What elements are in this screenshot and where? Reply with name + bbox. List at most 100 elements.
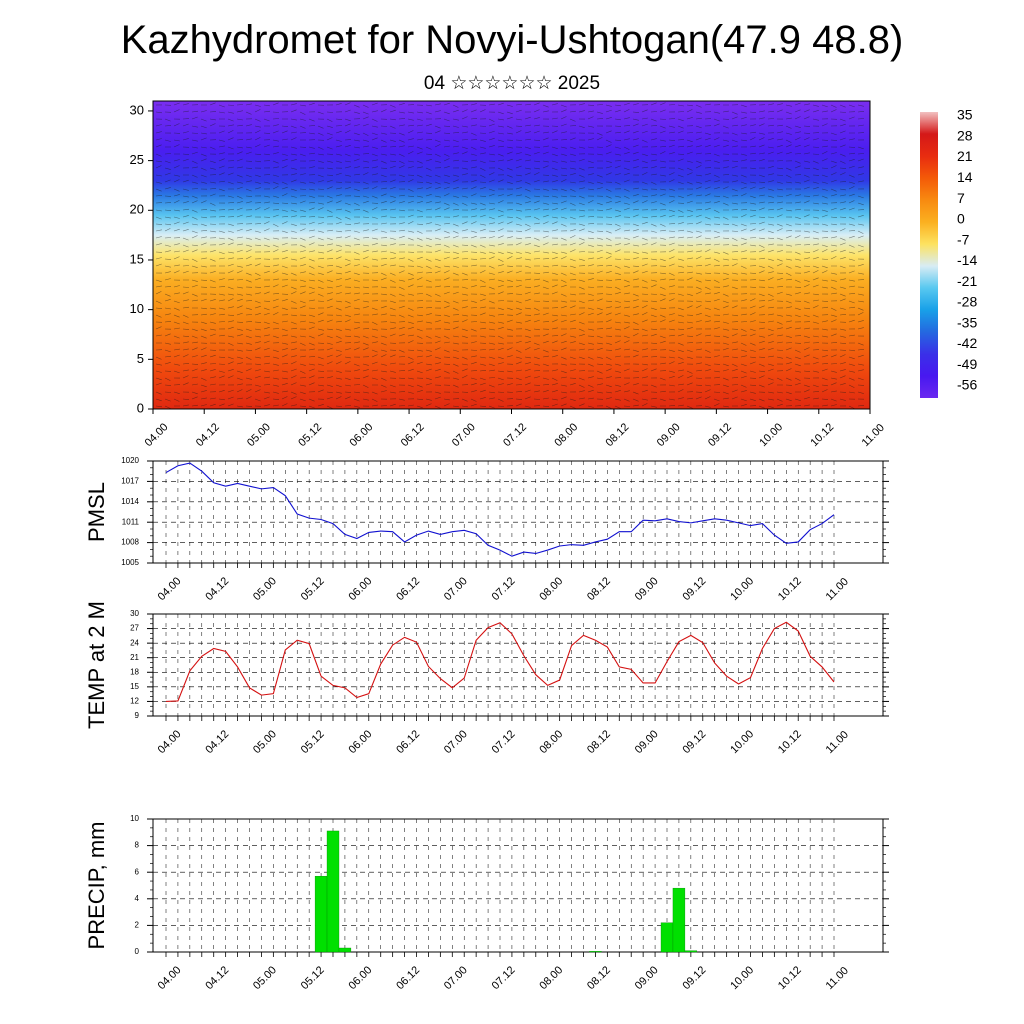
panel-4-x-tick-label: 04.00 [156,964,184,992]
panel-4-x-tick-label: 06.00 [346,964,374,992]
panel-4-x-tick-label: 10.00 [728,964,756,992]
precip-bar [589,951,602,953]
precip-bar [660,922,674,953]
page-subtitle: 04 ☆☆☆☆☆☆ 2025 [423,73,601,94]
colorbar-label: 7 [957,190,965,206]
panel-4-y-tick-label: 6 [135,867,140,876]
panel-3-y-tick-label: 24 [130,638,139,647]
panel-4-frame [152,818,884,953]
colorbar-ramp [920,112,938,398]
panel-2-x-tick-label: 05.00 [251,575,279,603]
precip-bar [338,947,352,953]
panel-4-y-tick-label: 4 [135,894,140,903]
heatmap-x-tick-label: 10.12 [808,421,836,449]
wind-barbs [155,102,865,409]
heatmap-x-tick-label: 08.00 [552,421,580,449]
heatmap-y-tick-label: 0 [137,400,144,415]
colorbar-label: 14 [957,169,973,185]
heatmap-x-tick-label: 06.00 [347,421,375,449]
panel-3-x-tick-label: 08.00 [537,728,565,756]
heatmap-y-tick-label: 5 [137,351,144,366]
colorbar-label: -14 [957,252,977,268]
panel-4-y-axis-title: PRECIP, mm [84,822,109,950]
colorbar-label: -56 [957,377,977,393]
heatmap-x-tick-label: 09.00 [655,421,683,449]
panel-3-x-tick-label: 07.00 [442,728,470,756]
panel-3-y-axis-title: TEMP at 2 M [84,601,109,729]
heatmap-y-tick-label: 10 [130,301,144,316]
heatmap-field [153,101,870,409]
panel-4-x-tick-label: 08.00 [537,964,565,992]
heatmap-y-tick-label: 15 [130,251,144,266]
heatmap-y-tick-label: 30 [130,102,144,117]
colorbar-label: -42 [957,335,977,351]
panel-4-x-tick-label: 04.12 [203,964,231,992]
colorbar-label: 35 [957,107,973,123]
panel-2-x-tick-label: 07.00 [442,575,470,603]
heatmap-x-tick-label: 04.00 [143,421,171,449]
panel-2-series-line [165,462,835,557]
panel-2-x-tick-label: 10.00 [728,575,756,603]
precip-bar [684,950,698,953]
precip-bar [314,875,328,953]
panel-4-x-tick-label: 11.00 [824,965,851,992]
panel-2-x-tick-label: 09.00 [633,575,661,603]
panel-2-x-tick-label: 06.12 [394,575,422,603]
panel-3-x-tick-label: 10.00 [728,728,756,756]
panel-4-x-tick-label: 10.12 [776,964,804,992]
panel-2-y-tick-label: 1005 [121,558,139,567]
panel-4-x-tick-label: 05.00 [251,964,279,992]
panel-3-y-tick-label: 30 [130,609,139,618]
panel-3-series-line [165,621,835,702]
panel-2-x-tick-label: 08.00 [537,575,565,603]
panel-4-y-tick-label: 10 [130,814,139,823]
colorbar-label: -35 [957,314,977,330]
panel-2-x-tick-label: 05.12 [299,575,327,603]
panel-2-x-tick-label: 11.00 [824,576,851,603]
heatmap-x-tick-label: 06.12 [399,421,427,449]
wind-barb-strokes [155,102,865,409]
heatmap-y-tick-label: 20 [130,202,144,217]
panel-3-x-tick-label: 11.00 [824,729,851,756]
panel-3-y-tick-label: 12 [130,697,139,706]
panel-3-x-tick-label: 09.00 [633,728,661,756]
panel-2-x-tick-label: 07.12 [490,575,518,603]
panel-2-y-tick-label: 1014 [121,497,139,506]
precip-bar [326,830,340,953]
heatmap-x-tick-label: 08.12 [604,421,632,449]
panel-4-y-tick-label: 8 [135,841,140,850]
heatmap-x-tick-label: 04.12 [194,421,222,449]
panel-2-x-tick-label: 04.00 [156,575,184,603]
panel-2-y-tick-label: 1020 [121,456,139,465]
colorbar-label: 21 [957,148,973,164]
panel-4-x-tick-label: 07.00 [442,964,470,992]
heatmap-x-tick-label: 10.00 [757,421,785,449]
panel-4-x-tick-label: 07.12 [490,964,518,992]
panel-2-x-tick-label: 06.00 [346,575,374,603]
heatmap-x-tick-label: 05.12 [296,421,324,449]
panel-3-x-tick-label: 05.12 [299,728,327,756]
panel-4-y-tick-label: 2 [135,921,140,930]
panel-4-x-tick-label: 09.00 [633,964,661,992]
colorbar-label: 28 [957,127,973,143]
panel-4-x-tick-label: 09.12 [680,964,708,992]
panel-3-x-tick-label: 04.00 [156,728,184,756]
panel-2-x-tick-label: 08.12 [585,575,613,603]
heatmap-x-tick-label: 11.00 [860,422,887,449]
colorbar-label: -28 [957,294,977,310]
panel-3-y-tick-label: 18 [130,667,139,676]
panel-4-y-tick-label: 0 [135,947,140,956]
panel-3-x-tick-label: 06.00 [346,728,374,756]
panel-3-y-tick-label: 27 [130,624,139,633]
colorbar-label: -7 [957,231,970,247]
panel-3-x-tick-label: 05.00 [251,728,279,756]
panel-2-y-tick-label: 1008 [121,538,139,547]
panel-3-y-tick-label: 21 [130,653,139,662]
panel-2-y-tick-label: 1011 [122,517,140,526]
panel-3-x-tick-label: 09.12 [680,728,708,756]
panel-3-x-tick-label: 08.12 [585,728,613,756]
panel-3-x-tick-label: 06.12 [394,728,422,756]
panel-2-frame [152,460,884,564]
panel-2-x-tick-label: 09.12 [680,575,708,603]
panel-2-x-tick-label: 04.12 [203,575,231,603]
